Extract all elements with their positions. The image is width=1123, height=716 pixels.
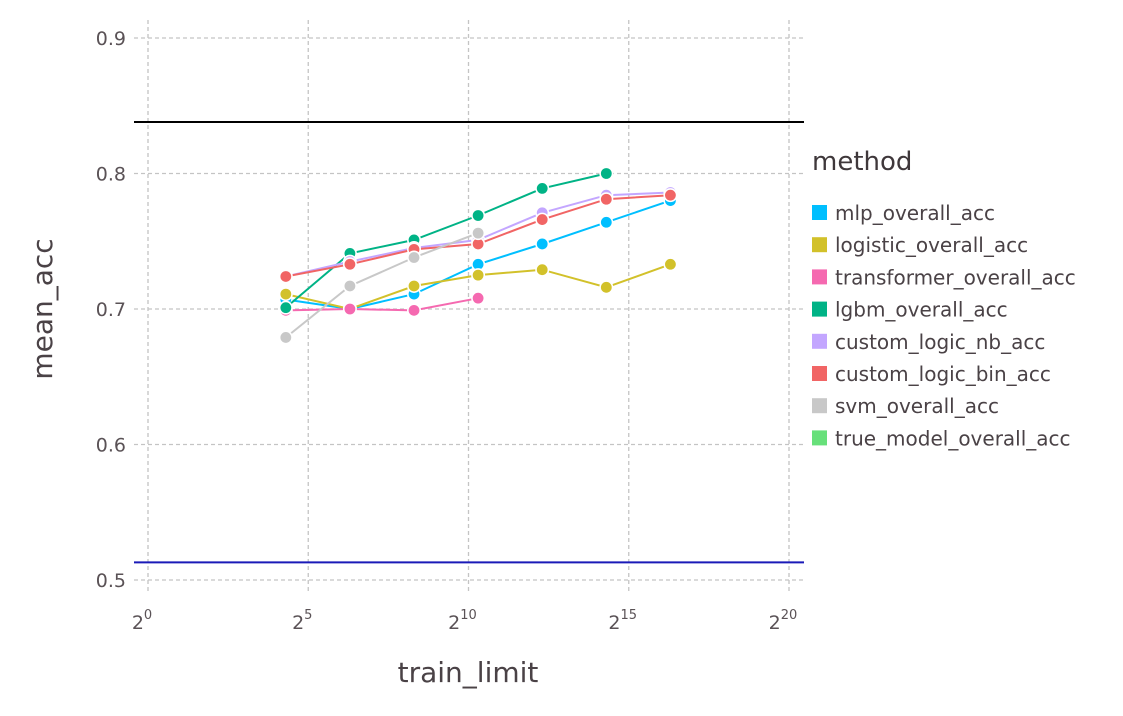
legend-item: transformer_overall_acc [812,265,1076,289]
legend-swatch [812,237,827,253]
legend-swatch [812,333,827,349]
y-axis-ticks: 0.5 0.6 0.7 0.8 0.9 [96,28,126,592]
legend-label: lgbm_overall_acc [835,298,1008,322]
legend-label: svm_overall_acc [835,394,999,418]
legend-swatch [812,430,827,446]
legend-swatch [812,366,827,381]
reference-lines [134,121,804,564]
y-tick-label: 0.5 [96,570,126,592]
legend-label: custom_logic_bin_acc [835,362,1051,386]
legend-item: svm_overall_acc [812,394,999,418]
x-tick-label: 220 [769,608,798,634]
x-tick-label: 25 [292,608,312,634]
y-axis-title: mean_acc [26,238,59,379]
data-point [599,280,614,295]
data-point [471,226,486,241]
series-svm_overall_acc [278,226,486,345]
y-tick-label: 0.6 [96,435,126,457]
data-point [599,192,614,207]
grid [134,20,804,594]
data-point [663,257,678,272]
data-point [599,166,614,181]
legend-item: lgbm_overall_acc [812,298,1008,322]
data-point [471,208,486,223]
x-tick-label: 210 [448,608,477,634]
data-point [407,278,422,293]
legend-item: custom_logic_nb_acc [812,330,1045,354]
legend-label: logistic_overall_acc [835,233,1028,257]
x-axis-title: train_limit [398,656,539,689]
legend-item: mlp_overall_acc [812,201,995,225]
legend-item: true_model_overall_acc [812,426,1071,450]
x-tick-base: 2 [608,612,620,634]
y-tick-label: 0.9 [96,28,126,50]
data-point [342,301,357,316]
legend-title: method [812,147,912,177]
x-tick-label: 20 [132,608,152,634]
x-tick-base: 2 [132,612,144,634]
data-point [407,303,422,318]
legend-swatch [812,301,827,317]
series-line [285,232,479,339]
series-custom_logic_bin_acc [278,188,678,284]
legend-item: logistic_overall_acc [812,233,1028,257]
data-point [471,291,486,306]
series-transformer_overall_acc [278,291,486,318]
legend-label: mlp_overall_acc [835,201,995,225]
data-point [278,330,293,345]
x-tick-exponent: 5 [304,608,312,623]
data-point [342,278,357,293]
legend-label: true_model_overall_acc [835,426,1071,450]
x-tick-base: 2 [448,612,460,634]
y-tick-label: 0.8 [96,164,126,186]
legend: method mlp_overall_acc logistic_overall_a… [812,147,1076,450]
x-tick-base: 2 [292,612,304,634]
legend-label: custom_logic_nb_acc [835,330,1045,354]
series-line [285,172,607,309]
data-point [342,257,357,272]
x-tick-exponent: 20 [781,608,798,623]
y-tick-label: 0.7 [96,299,126,321]
data-point [278,300,293,315]
series-layer [278,166,678,345]
x-axis-ticks: 20 25 210 215 220 [132,608,798,634]
legend-swatch [812,205,827,220]
data-point [663,188,678,203]
legend-items: mlp_overall_acc logistic_overall_acctrans… [812,201,1076,450]
data-point [278,287,293,302]
data-point [278,269,293,284]
x-tick-label: 215 [608,608,637,634]
x-tick-base: 2 [769,612,781,634]
series-line [285,297,479,312]
x-tick-exponent: 15 [621,608,638,623]
data-point [407,250,422,265]
data-point [535,262,550,277]
data-point [471,268,486,283]
x-tick-exponent: 0 [144,608,152,623]
legend-item: custom_logic_bin_acc [812,362,1051,386]
legend-swatch [812,398,827,414]
legend-swatch [812,269,827,285]
data-point [599,215,614,230]
x-tick-exponent: 10 [460,608,477,623]
data-point [535,236,550,251]
legend-label: transformer_overall_acc [835,265,1076,289]
series-lgbm_overall_acc [278,166,614,315]
data-point [535,181,550,196]
data-point [535,212,550,227]
